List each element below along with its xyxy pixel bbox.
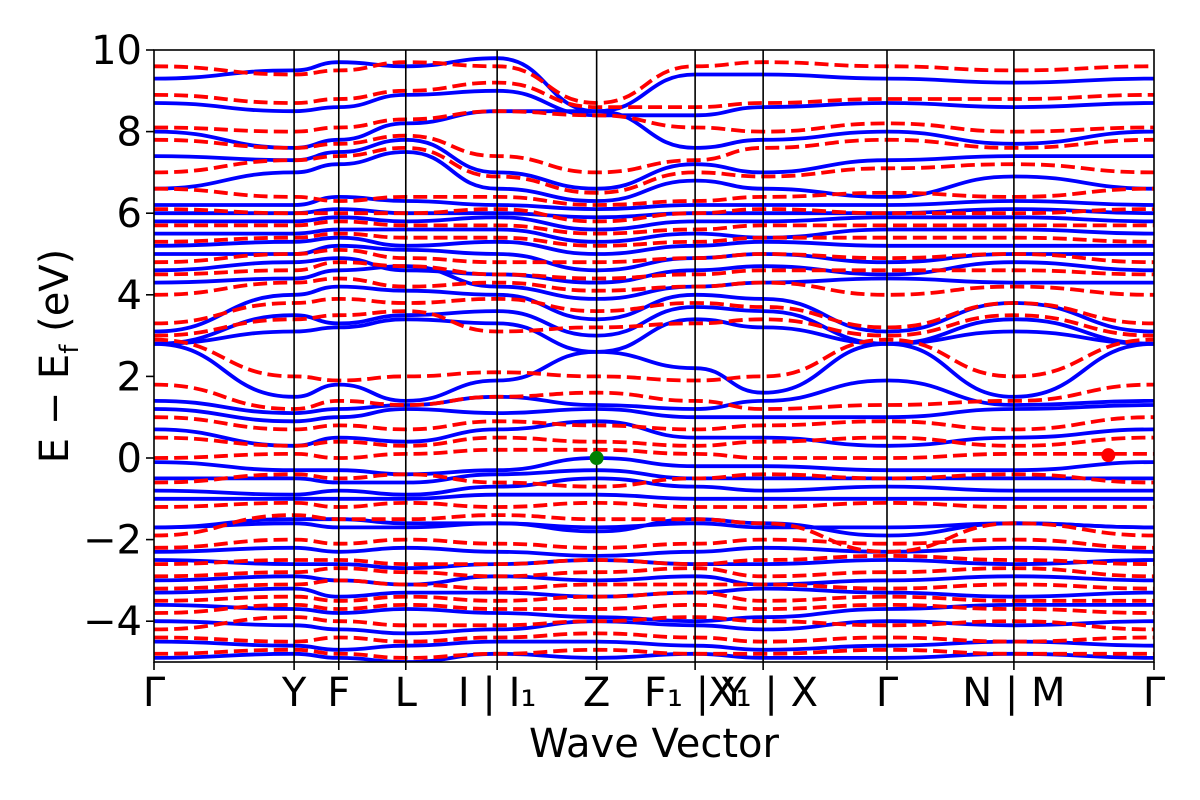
dashed-band-line-21 bbox=[154, 248, 1154, 265]
plot-area bbox=[154, 50, 1154, 662]
y-tick-label-4: 4 bbox=[117, 273, 142, 319]
dashed-band-line-26 bbox=[154, 146, 1154, 195]
x-tick-label-0: Γ bbox=[143, 670, 166, 716]
y-axis-title-unit: (eV) bbox=[32, 249, 78, 332]
dashed-band-line-15 bbox=[154, 382, 1154, 411]
markers-layer bbox=[589, 448, 1116, 465]
solid-band-line-29 bbox=[154, 150, 1154, 203]
dashed-band-line-13 bbox=[154, 435, 1154, 448]
solid-band-line-22 bbox=[154, 256, 1154, 285]
dashed-band-line-6 bbox=[154, 566, 1154, 579]
kpoint-lines bbox=[293, 50, 1015, 662]
solid-band-line-7 bbox=[154, 545, 1154, 558]
dashed-band-line-14 bbox=[154, 415, 1154, 432]
solid-band-line-10 bbox=[154, 492, 1154, 501]
y-tick-label-2: 0 bbox=[117, 436, 142, 482]
dashed-band-line-2 bbox=[154, 615, 1154, 632]
solid-band-line-11 bbox=[154, 476, 1154, 497]
solid-band-line-3 bbox=[154, 602, 1154, 624]
solid-band-line-19 bbox=[154, 305, 1154, 346]
dashed-band-line-10 bbox=[154, 501, 1154, 509]
solid-band-line-32 bbox=[154, 88, 1154, 118]
dashed-band-line-20 bbox=[154, 260, 1154, 281]
y-axis-title-main: E − E bbox=[32, 354, 78, 464]
y-tick-label-6: 8 bbox=[117, 110, 142, 156]
dashed-band-line-23 bbox=[154, 219, 1154, 236]
x-tick-label-9: N | M bbox=[962, 670, 1065, 716]
x-axis-title: Wave Vector bbox=[529, 721, 780, 767]
solid-band-line-26 bbox=[154, 215, 1154, 232]
dashed-band-line-19 bbox=[154, 276, 1154, 297]
solid-band-line-0 bbox=[154, 651, 1154, 662]
x-tick-label-1: Y bbox=[281, 670, 307, 716]
dashed-band-line-29 bbox=[154, 80, 1154, 110]
solid-band-line-27 bbox=[154, 207, 1154, 220]
x-tick-label-3: L bbox=[395, 670, 418, 716]
dashed-band-line-22 bbox=[154, 231, 1154, 248]
band-edge-marker-0 bbox=[589, 451, 604, 465]
solid-band-line-30 bbox=[154, 137, 1154, 191]
dashed-band-line-5 bbox=[154, 578, 1154, 591]
dashed-band-series bbox=[154, 60, 1154, 660]
band-edge-marker-1 bbox=[1101, 448, 1116, 463]
bands-layer bbox=[154, 56, 1154, 662]
solid-band-line-17 bbox=[154, 341, 1154, 403]
solid-band-line-18 bbox=[154, 317, 1154, 354]
solid-band-line-23 bbox=[154, 243, 1154, 273]
dashed-band-line-16 bbox=[154, 337, 1154, 383]
solid-band-line-12 bbox=[154, 468, 1154, 485]
solid-band-line-25 bbox=[154, 227, 1154, 244]
dashed-band-line-12 bbox=[154, 447, 1154, 460]
y-axis-title: E − Ef (eV) bbox=[32, 249, 85, 464]
dashed-band-line-24 bbox=[154, 207, 1154, 224]
y-axis: −4 −2 0 2 4 6 8 10 bbox=[83, 28, 154, 645]
dashed-band-line-4 bbox=[154, 590, 1154, 603]
y-axis-title-subscript: f bbox=[55, 344, 85, 354]
y-tick-label-0: −4 bbox=[83, 599, 142, 645]
x-tick-label-10: Γ bbox=[1143, 670, 1166, 716]
dashed-band-line-11 bbox=[154, 472, 1154, 489]
solid-band-line-33 bbox=[154, 56, 1154, 114]
solid-band-line-28 bbox=[154, 195, 1154, 211]
solid-band-series bbox=[154, 56, 1154, 662]
x-tick-label-5: Z bbox=[583, 670, 610, 716]
dashed-band-line-1 bbox=[154, 631, 1154, 644]
x-tick-label-6: F₁ | Y bbox=[644, 670, 747, 716]
solid-band-line-8 bbox=[154, 521, 1154, 530]
x-tick-label-4: I | I₁ bbox=[458, 670, 537, 716]
x-tick-label-2: F bbox=[327, 670, 350, 716]
y-axis-title-spacer bbox=[32, 332, 78, 345]
solid-band-line-5 bbox=[154, 574, 1154, 587]
solid-band-line-24 bbox=[154, 235, 1154, 256]
dashed-band-line-0 bbox=[154, 647, 1154, 660]
solid-band-line-1 bbox=[154, 639, 1154, 652]
y-tick-label-3: 2 bbox=[117, 354, 142, 400]
dashed-band-line-9 bbox=[154, 513, 1154, 554]
dashed-band-line-25 bbox=[154, 186, 1154, 207]
dashed-band-line-7 bbox=[154, 554, 1154, 567]
dashed-band-line-8 bbox=[154, 537, 1154, 550]
solid-band-line-16 bbox=[154, 378, 1154, 415]
solid-band-line-15 bbox=[154, 403, 1154, 424]
solid-band-line-14 bbox=[154, 419, 1154, 448]
x-tick-label-7: X₁ | X bbox=[708, 670, 818, 716]
x-tick-label-8: Γ bbox=[876, 670, 899, 716]
solid-band-line-13 bbox=[154, 456, 1154, 477]
dashed-band-line-28 bbox=[154, 109, 1154, 134]
y-tick-label-1: −2 bbox=[83, 518, 142, 564]
solid-band-line-9 bbox=[154, 517, 1154, 538]
y-tick-label-5: 6 bbox=[117, 191, 142, 237]
plot-frame bbox=[153, 49, 1155, 663]
dashed-band-line-18 bbox=[154, 297, 1154, 330]
dashed-band-line-17 bbox=[154, 309, 1154, 338]
solid-band-line-21 bbox=[154, 264, 1154, 301]
dashed-band-line-3 bbox=[154, 603, 1154, 615]
dashed-band-line-30 bbox=[154, 60, 1154, 105]
y-tick-label-7: 10 bbox=[91, 28, 142, 74]
dashed-band-line-27 bbox=[154, 133, 1154, 175]
